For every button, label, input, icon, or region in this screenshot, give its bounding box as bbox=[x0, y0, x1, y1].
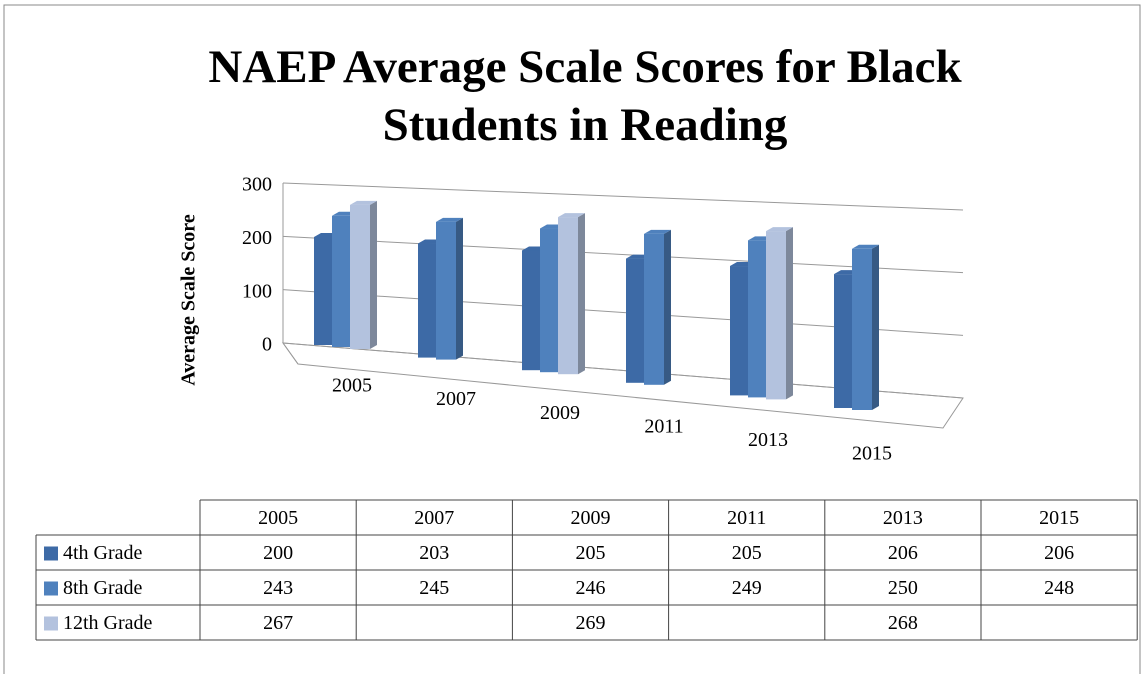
table-value: 205 bbox=[576, 542, 606, 564]
x-tick-label: 2005 bbox=[332, 375, 372, 397]
bar-side bbox=[578, 213, 585, 375]
x-tick-label: 2011 bbox=[644, 415, 683, 437]
bar bbox=[852, 248, 872, 410]
bar bbox=[436, 221, 456, 360]
table-header: 2009 bbox=[571, 507, 611, 529]
bar bbox=[558, 217, 578, 375]
y-tick-label: 100 bbox=[242, 280, 272, 302]
x-tick-label: 2007 bbox=[436, 388, 476, 410]
table-header: 2007 bbox=[414, 507, 454, 529]
bar-side bbox=[872, 244, 879, 410]
table-value: 269 bbox=[576, 612, 606, 634]
bar-top bbox=[436, 217, 463, 222]
table-value: 206 bbox=[888, 542, 918, 564]
x-tick-label: 2013 bbox=[748, 429, 788, 451]
table-header: 2015 bbox=[1039, 507, 1079, 529]
bar bbox=[766, 231, 786, 400]
bar-top bbox=[644, 229, 671, 234]
y-tick-label: 0 bbox=[262, 334, 272, 356]
legend-swatch bbox=[44, 546, 58, 561]
bar bbox=[332, 215, 352, 347]
bar bbox=[540, 228, 560, 373]
bar bbox=[314, 237, 334, 345]
y-tick-label: 200 bbox=[242, 227, 272, 249]
table-value: 200 bbox=[263, 542, 293, 564]
y-axis-label: Average Scale Score bbox=[178, 214, 200, 386]
table-value: 203 bbox=[419, 542, 449, 564]
bar bbox=[834, 274, 854, 408]
bar-top bbox=[766, 227, 793, 232]
bar-side bbox=[456, 217, 463, 360]
bar-side bbox=[664, 229, 671, 385]
bar-side bbox=[786, 227, 793, 400]
legend-label: 12th Grade bbox=[63, 612, 153, 634]
wall-edge bbox=[282, 342, 299, 365]
bar-side bbox=[370, 200, 377, 349]
table-value: 205 bbox=[732, 542, 762, 564]
x-tick-label: 2015 bbox=[852, 443, 892, 465]
table-header: 2005 bbox=[258, 507, 298, 529]
legend-swatch bbox=[44, 581, 58, 596]
bar bbox=[626, 258, 646, 383]
table-header: 2013 bbox=[883, 507, 923, 529]
legend-swatch bbox=[44, 616, 58, 631]
grid-line bbox=[282, 182, 964, 211]
legend-label: 4th Grade bbox=[63, 542, 143, 564]
table-value: 268 bbox=[888, 612, 918, 634]
x-tick-label: 2009 bbox=[540, 402, 580, 424]
table-value: 267 bbox=[263, 612, 293, 634]
table-header: 2011 bbox=[727, 507, 766, 529]
bar-top bbox=[558, 213, 585, 218]
table-value: 250 bbox=[888, 577, 918, 599]
table-value: 246 bbox=[576, 577, 606, 599]
y-tick-label: 300 bbox=[242, 174, 272, 196]
legend-label: 8th Grade bbox=[63, 577, 143, 599]
chart-title: NAEP Average Scale Scores for Black Stud… bbox=[208, 41, 962, 151]
table-value: 248 bbox=[1044, 577, 1074, 599]
grid-line bbox=[282, 235, 964, 274]
table-value: 249 bbox=[732, 577, 762, 599]
table-value: 245 bbox=[419, 577, 449, 599]
bar bbox=[350, 204, 370, 349]
table-value: 206 bbox=[1044, 542, 1074, 564]
bar bbox=[748, 240, 768, 398]
bar bbox=[522, 250, 542, 371]
bar bbox=[644, 233, 664, 385]
bar bbox=[730, 266, 750, 396]
bar-top bbox=[350, 200, 377, 205]
bar-top bbox=[852, 244, 879, 249]
bar bbox=[418, 243, 438, 358]
frame bbox=[3, 4, 1141, 674]
table-value: 243 bbox=[263, 577, 293, 599]
